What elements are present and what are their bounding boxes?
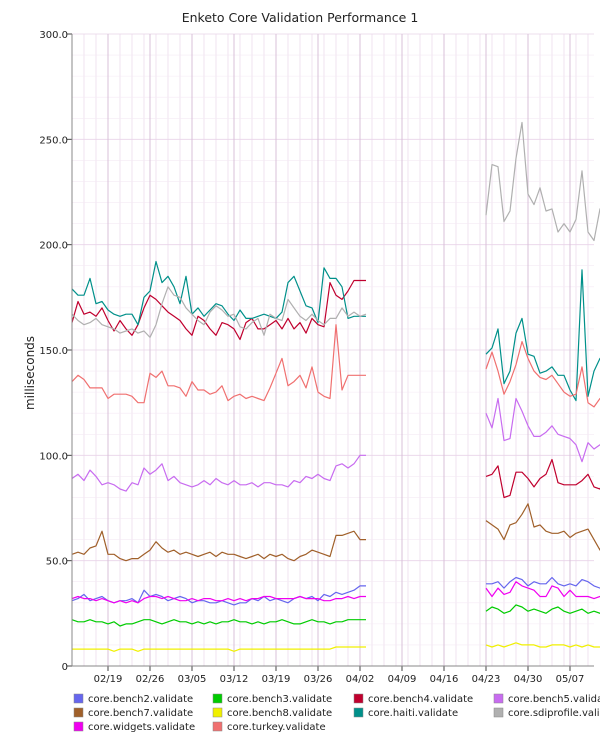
series-core-bench7-validate [71, 503, 600, 562]
series-line-segment [485, 341, 600, 408]
grid [71, 33, 594, 667]
series-line-segment [485, 581, 600, 600]
series-core-widgets-validate [71, 581, 600, 604]
legend-swatch [212, 721, 223, 732]
series-line-segment [485, 458, 600, 499]
legend-label: core.bench7.validate [88, 708, 193, 719]
y-tick-label: 150.0 [39, 346, 68, 357]
x-tick-label: 04/16 [430, 674, 459, 685]
series-line-segment [71, 454, 366, 492]
legend-swatch [353, 707, 364, 718]
x-tick-label: 03/12 [220, 674, 249, 685]
x-tick-label: 02/19 [94, 674, 123, 685]
legend-label: core.bench2.validate [88, 694, 193, 705]
series-core-bench4-validate [71, 279, 600, 499]
legend-label: core.bench5.validate [508, 694, 600, 705]
series-line-segment [485, 642, 600, 648]
series-line-segment [71, 619, 366, 627]
series-line-segment [485, 503, 600, 551]
x-tick-label: 04/09 [388, 674, 417, 685]
series-line-segment [71, 530, 366, 562]
legend: core.bench2.validate core.bench3.validate… [73, 693, 600, 733]
series-line-segment [485, 269, 600, 402]
series-core-sdiprofile-validate [71, 121, 600, 338]
series-line-segment [71, 260, 366, 326]
legend-swatch [353, 693, 364, 704]
legend-swatch [212, 707, 223, 718]
legend-swatch [73, 693, 84, 704]
series-line-segment [71, 324, 366, 404]
legend-swatch [73, 721, 84, 732]
legend-label: core.turkey.validate [227, 722, 326, 733]
legend-label: core.widgets.validate [88, 722, 195, 733]
x-tick-label: 03/26 [304, 674, 333, 685]
x-tick-label: 03/05 [178, 674, 207, 685]
series-line-segment [486, 576, 600, 589]
legend-label: core.bench4.validate [368, 694, 473, 705]
legend-label: core.bench3.validate [227, 694, 332, 705]
x-tick-label: 02/26 [136, 674, 165, 685]
legend-swatch [73, 707, 84, 718]
series-line-segment [485, 121, 600, 242]
series-lines [71, 121, 600, 652]
x-tick-label: 04/23 [472, 674, 501, 685]
chart-title: Enketo Core Validation Performance 1 [182, 10, 419, 25]
series-core-bench5-validate [71, 397, 600, 492]
y-tick-label: 50.0 [46, 557, 68, 568]
y-axis-label: milliseconds [23, 336, 37, 410]
axes: 02/19 02/26 03/05 03/12 03/19 03/26 04/02 04/09… [39, 30, 594, 685]
series-core-turkey-validate [71, 324, 600, 408]
legend-label: core.sdiprofile.validate [508, 708, 600, 719]
x-tick-label: 05/07 [556, 674, 585, 685]
series-core-bench8-validate [72, 642, 600, 652]
y-tick-label: 250.0 [39, 135, 68, 146]
x-tick-label: 03/19 [262, 674, 291, 685]
x-tick-label: 04/02 [346, 674, 375, 685]
series-line-segment [485, 604, 600, 614]
legend-label: core.bench8.validate [227, 708, 332, 719]
legend-label: core.haiti.validate [368, 708, 458, 719]
x-tick-label: 04/30 [514, 674, 543, 685]
legend-swatch [493, 707, 504, 718]
series-line-segment [71, 595, 366, 604]
series-line-segment [72, 646, 366, 652]
y-tick-label: 300.0 [39, 30, 68, 41]
y-tick-label: 100.0 [39, 451, 68, 462]
series-line-segment [485, 397, 600, 463]
series-core-bench3-validate [71, 604, 600, 627]
series-line-segment [71, 279, 366, 341]
legend-swatch [212, 693, 223, 704]
y-tick-label: 200.0 [39, 241, 68, 252]
series-line-segment [71, 286, 367, 338]
y-tick-label: 0 [62, 662, 68, 673]
legend-swatch [493, 693, 504, 704]
